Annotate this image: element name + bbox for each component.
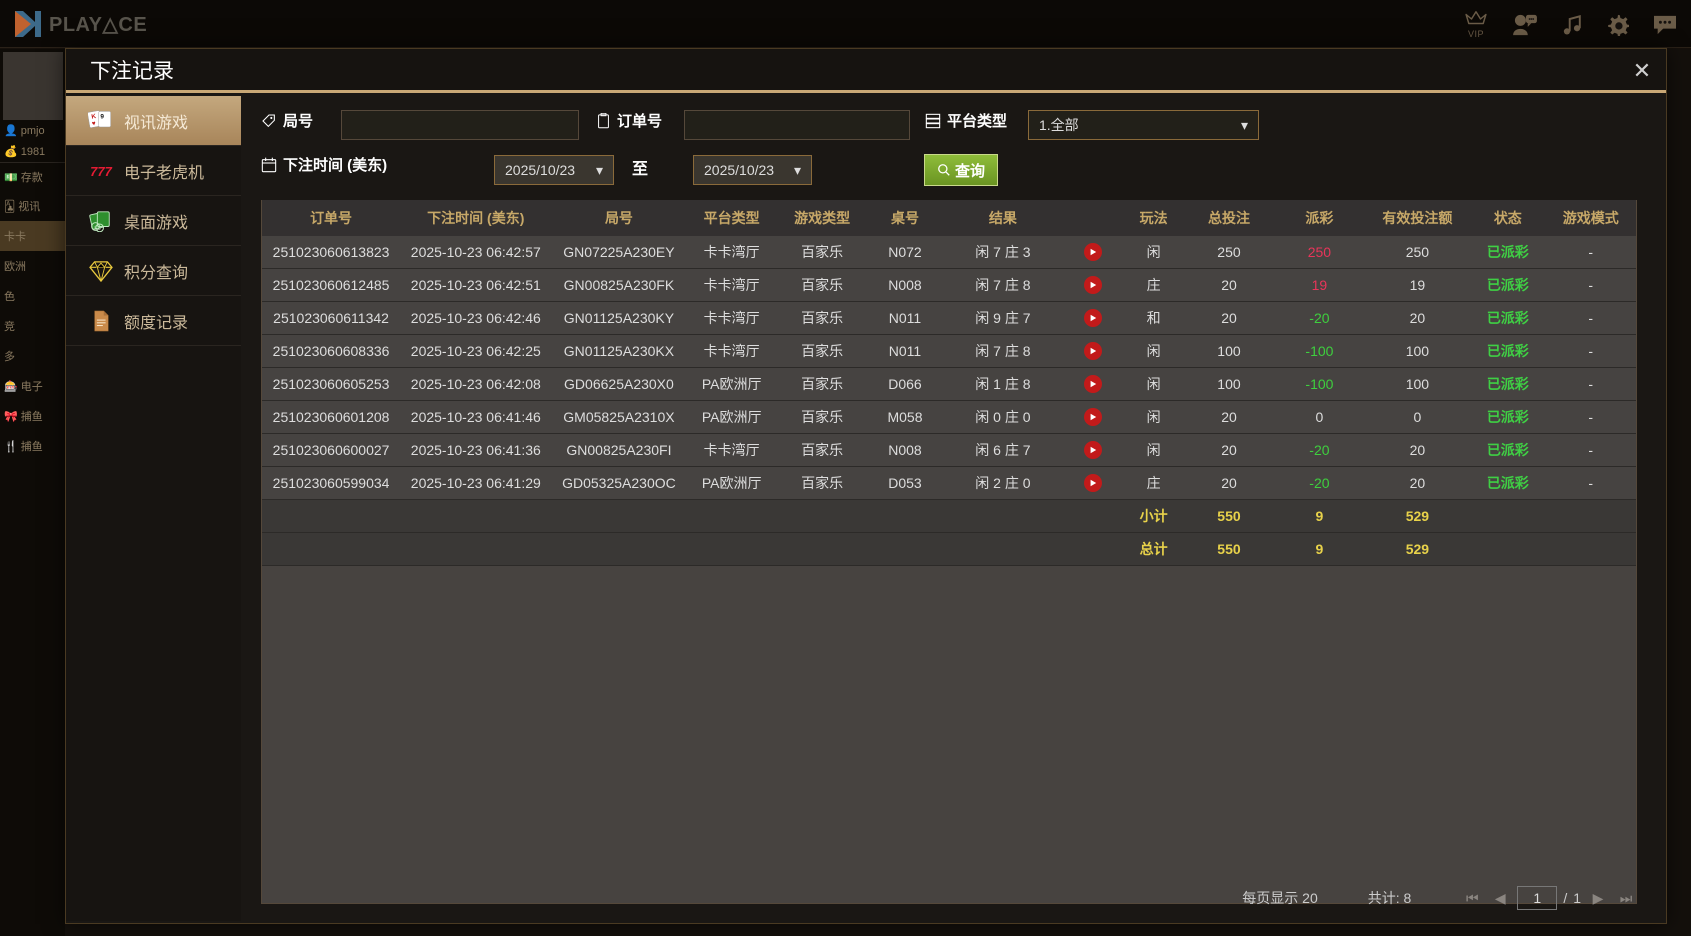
svg-text:9: 9 — [100, 113, 104, 120]
svg-text:777: 777 — [90, 164, 112, 179]
